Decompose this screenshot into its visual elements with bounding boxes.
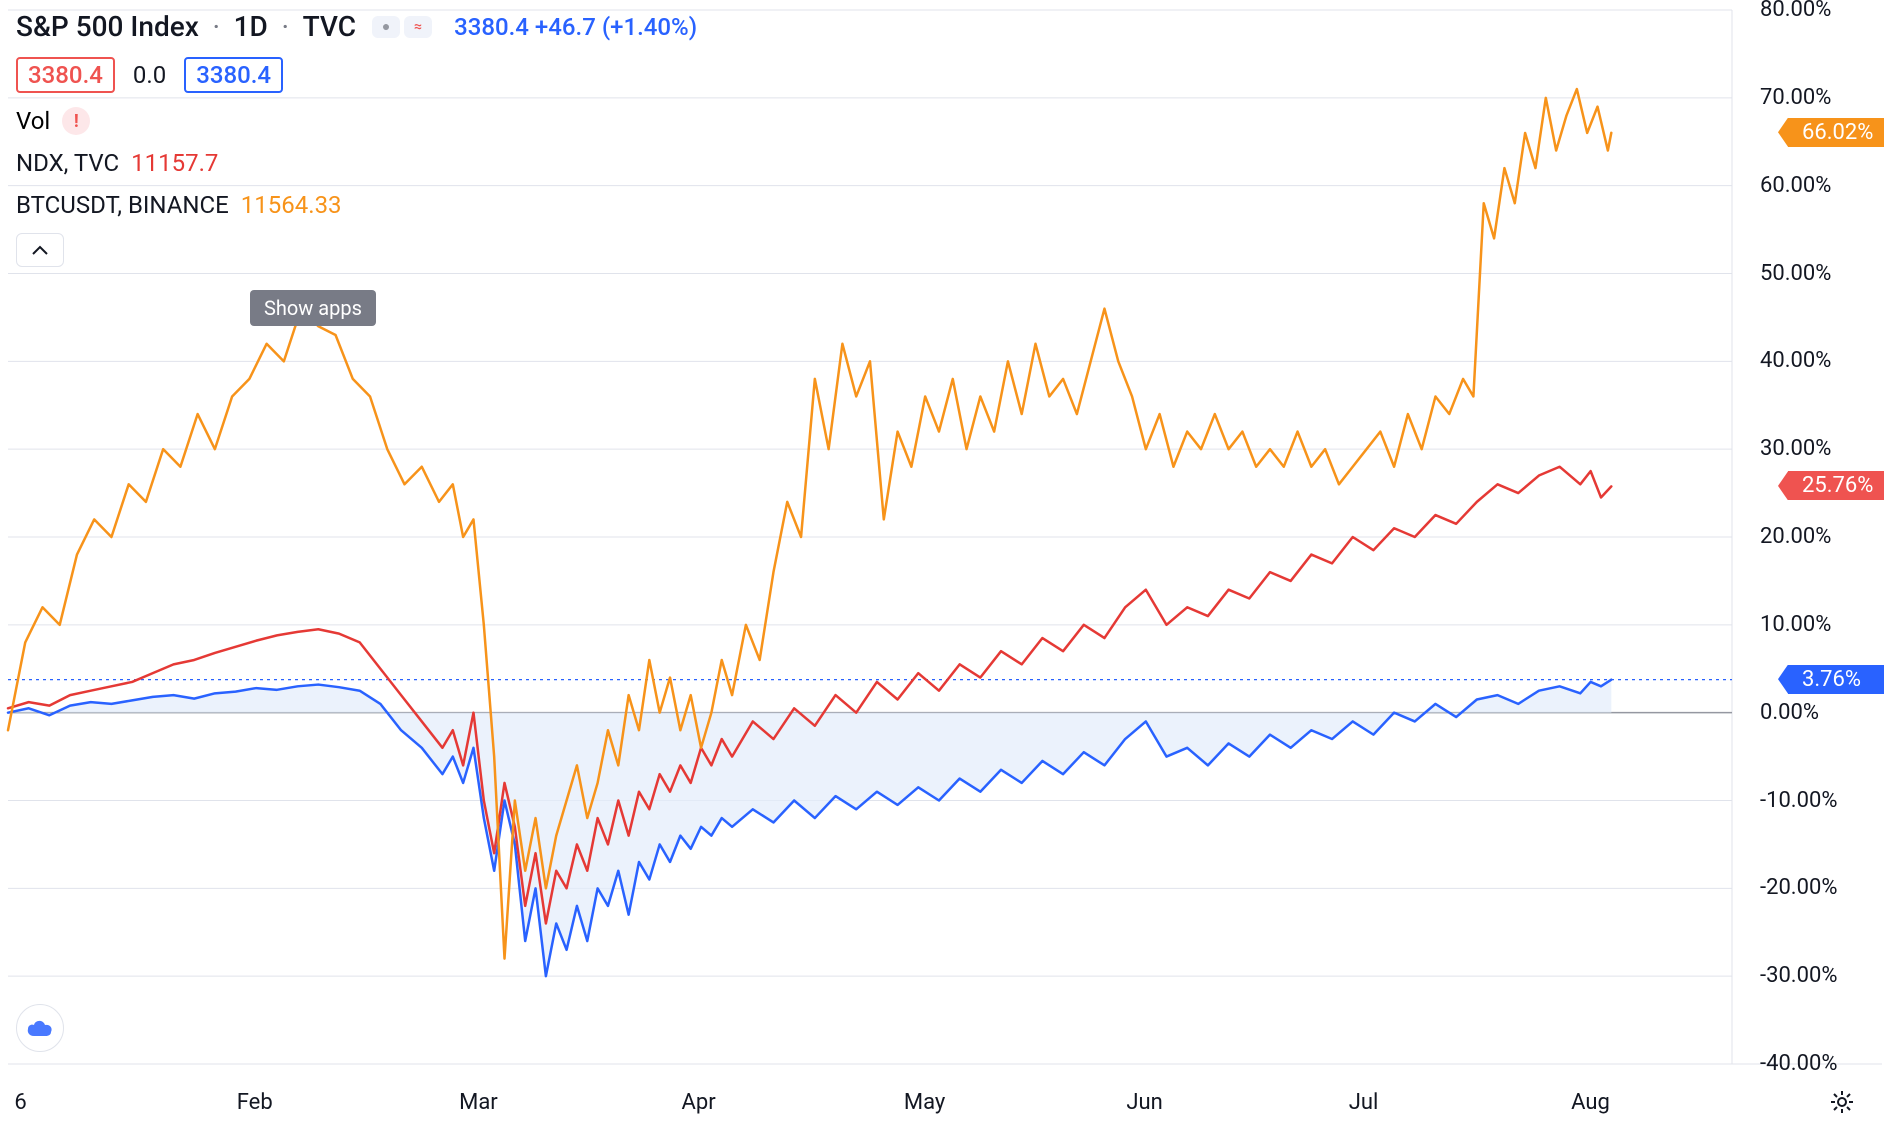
x-tick-label: Jun <box>1126 1090 1162 1115</box>
pill-hidden-icon[interactable]: ● <box>372 16 400 38</box>
btc-label: BTCUSDT, BINANCE <box>16 191 229 219</box>
pill-compare-icon[interactable]: ≈ <box>404 16 432 38</box>
x-tick-label: Aug <box>1571 1090 1610 1115</box>
x-tick-label: Apr <box>682 1090 716 1115</box>
symbol-name[interactable]: S&P 500 Index <box>16 10 199 43</box>
y-tick-label: 30.00% <box>1760 436 1831 461</box>
chevron-up-icon <box>32 245 48 255</box>
y-tick-label: 0.00% <box>1760 700 1819 725</box>
quote-change-pct: (+1.40%) <box>602 13 697 41</box>
cloud-icon <box>26 1018 54 1038</box>
close-value-box[interactable]: 3380.4 <box>184 57 283 93</box>
ndx-value: 11157.7 <box>131 149 218 177</box>
tooltip-text: Show apps <box>264 296 362 320</box>
mid-value: 0.0 <box>133 61 166 89</box>
x-tick-label: May <box>904 1090 945 1115</box>
quote-change: +46.7 <box>535 13 596 41</box>
x-tick-label: Feb <box>237 1090 273 1115</box>
cloud-save-button[interactable] <box>16 1004 64 1052</box>
interval-label[interactable]: 1D <box>234 10 268 43</box>
btc-row[interactable]: BTCUSDT, BINANCE 11564.33 <box>16 191 697 219</box>
quote-block: 3380.4 +46.7 (+1.40%) <box>454 13 697 41</box>
y-tick-label: 50.00% <box>1760 261 1831 286</box>
x-tick-label: Jul <box>1349 1090 1379 1115</box>
chart-header: S&P 500 Index · 1D · TVC ● ≈ 3380.4 +46.… <box>16 10 697 267</box>
y-tick-label: -30.00% <box>1760 963 1837 988</box>
y-tick-label: 80.00% <box>1760 0 1831 22</box>
y-tick-label: 60.00% <box>1760 173 1831 198</box>
x-tick-label: 6 <box>14 1090 26 1115</box>
collapse-button[interactable] <box>16 233 64 267</box>
separator-dot: · <box>282 13 289 41</box>
show-apps-tooltip: Show apps <box>250 290 376 326</box>
axis-settings-button[interactable] <box>1824 1084 1860 1120</box>
ndx-row[interactable]: NDX, TVC 11157.7 <box>16 149 697 177</box>
y-tick-label: -40.00% <box>1760 1051 1837 1076</box>
chart-container: S&P 500 Index · 1D · TVC ● ≈ 3380.4 +46.… <box>0 0 1884 1124</box>
price-tag: 66.02% <box>1788 118 1884 147</box>
quote-value: 3380.4 <box>454 13 529 41</box>
y-tick-label: 70.00% <box>1760 85 1831 110</box>
open-value-box[interactable]: 3380.4 <box>16 57 115 93</box>
exchange-label: TVC <box>303 10 356 43</box>
vol-warning-icon[interactable]: ! <box>62 107 90 135</box>
volume-row: Vol ! <box>16 107 697 135</box>
price-tag: 3.76% <box>1788 665 1884 694</box>
y-tick-label: 10.00% <box>1760 612 1831 637</box>
ohlc-row: 3380.4 0.0 3380.4 <box>16 57 697 93</box>
x-tick-label: Mar <box>459 1090 498 1115</box>
separator-dot: · <box>213 13 220 41</box>
gear-icon <box>1830 1090 1854 1114</box>
y-tick-label: 20.00% <box>1760 524 1831 549</box>
price-tag: 25.76% <box>1788 471 1884 500</box>
indicator-pills: ● ≈ <box>372 16 432 38</box>
y-tick-label: -20.00% <box>1760 875 1837 900</box>
title-row: S&P 500 Index · 1D · TVC ● ≈ 3380.4 +46.… <box>16 10 697 43</box>
vol-label[interactable]: Vol <box>16 107 50 135</box>
y-tick-label: 40.00% <box>1760 348 1831 373</box>
y-tick-label: -10.00% <box>1760 788 1837 813</box>
btc-value: 11564.33 <box>241 191 342 219</box>
ndx-label: NDX, TVC <box>16 149 119 177</box>
